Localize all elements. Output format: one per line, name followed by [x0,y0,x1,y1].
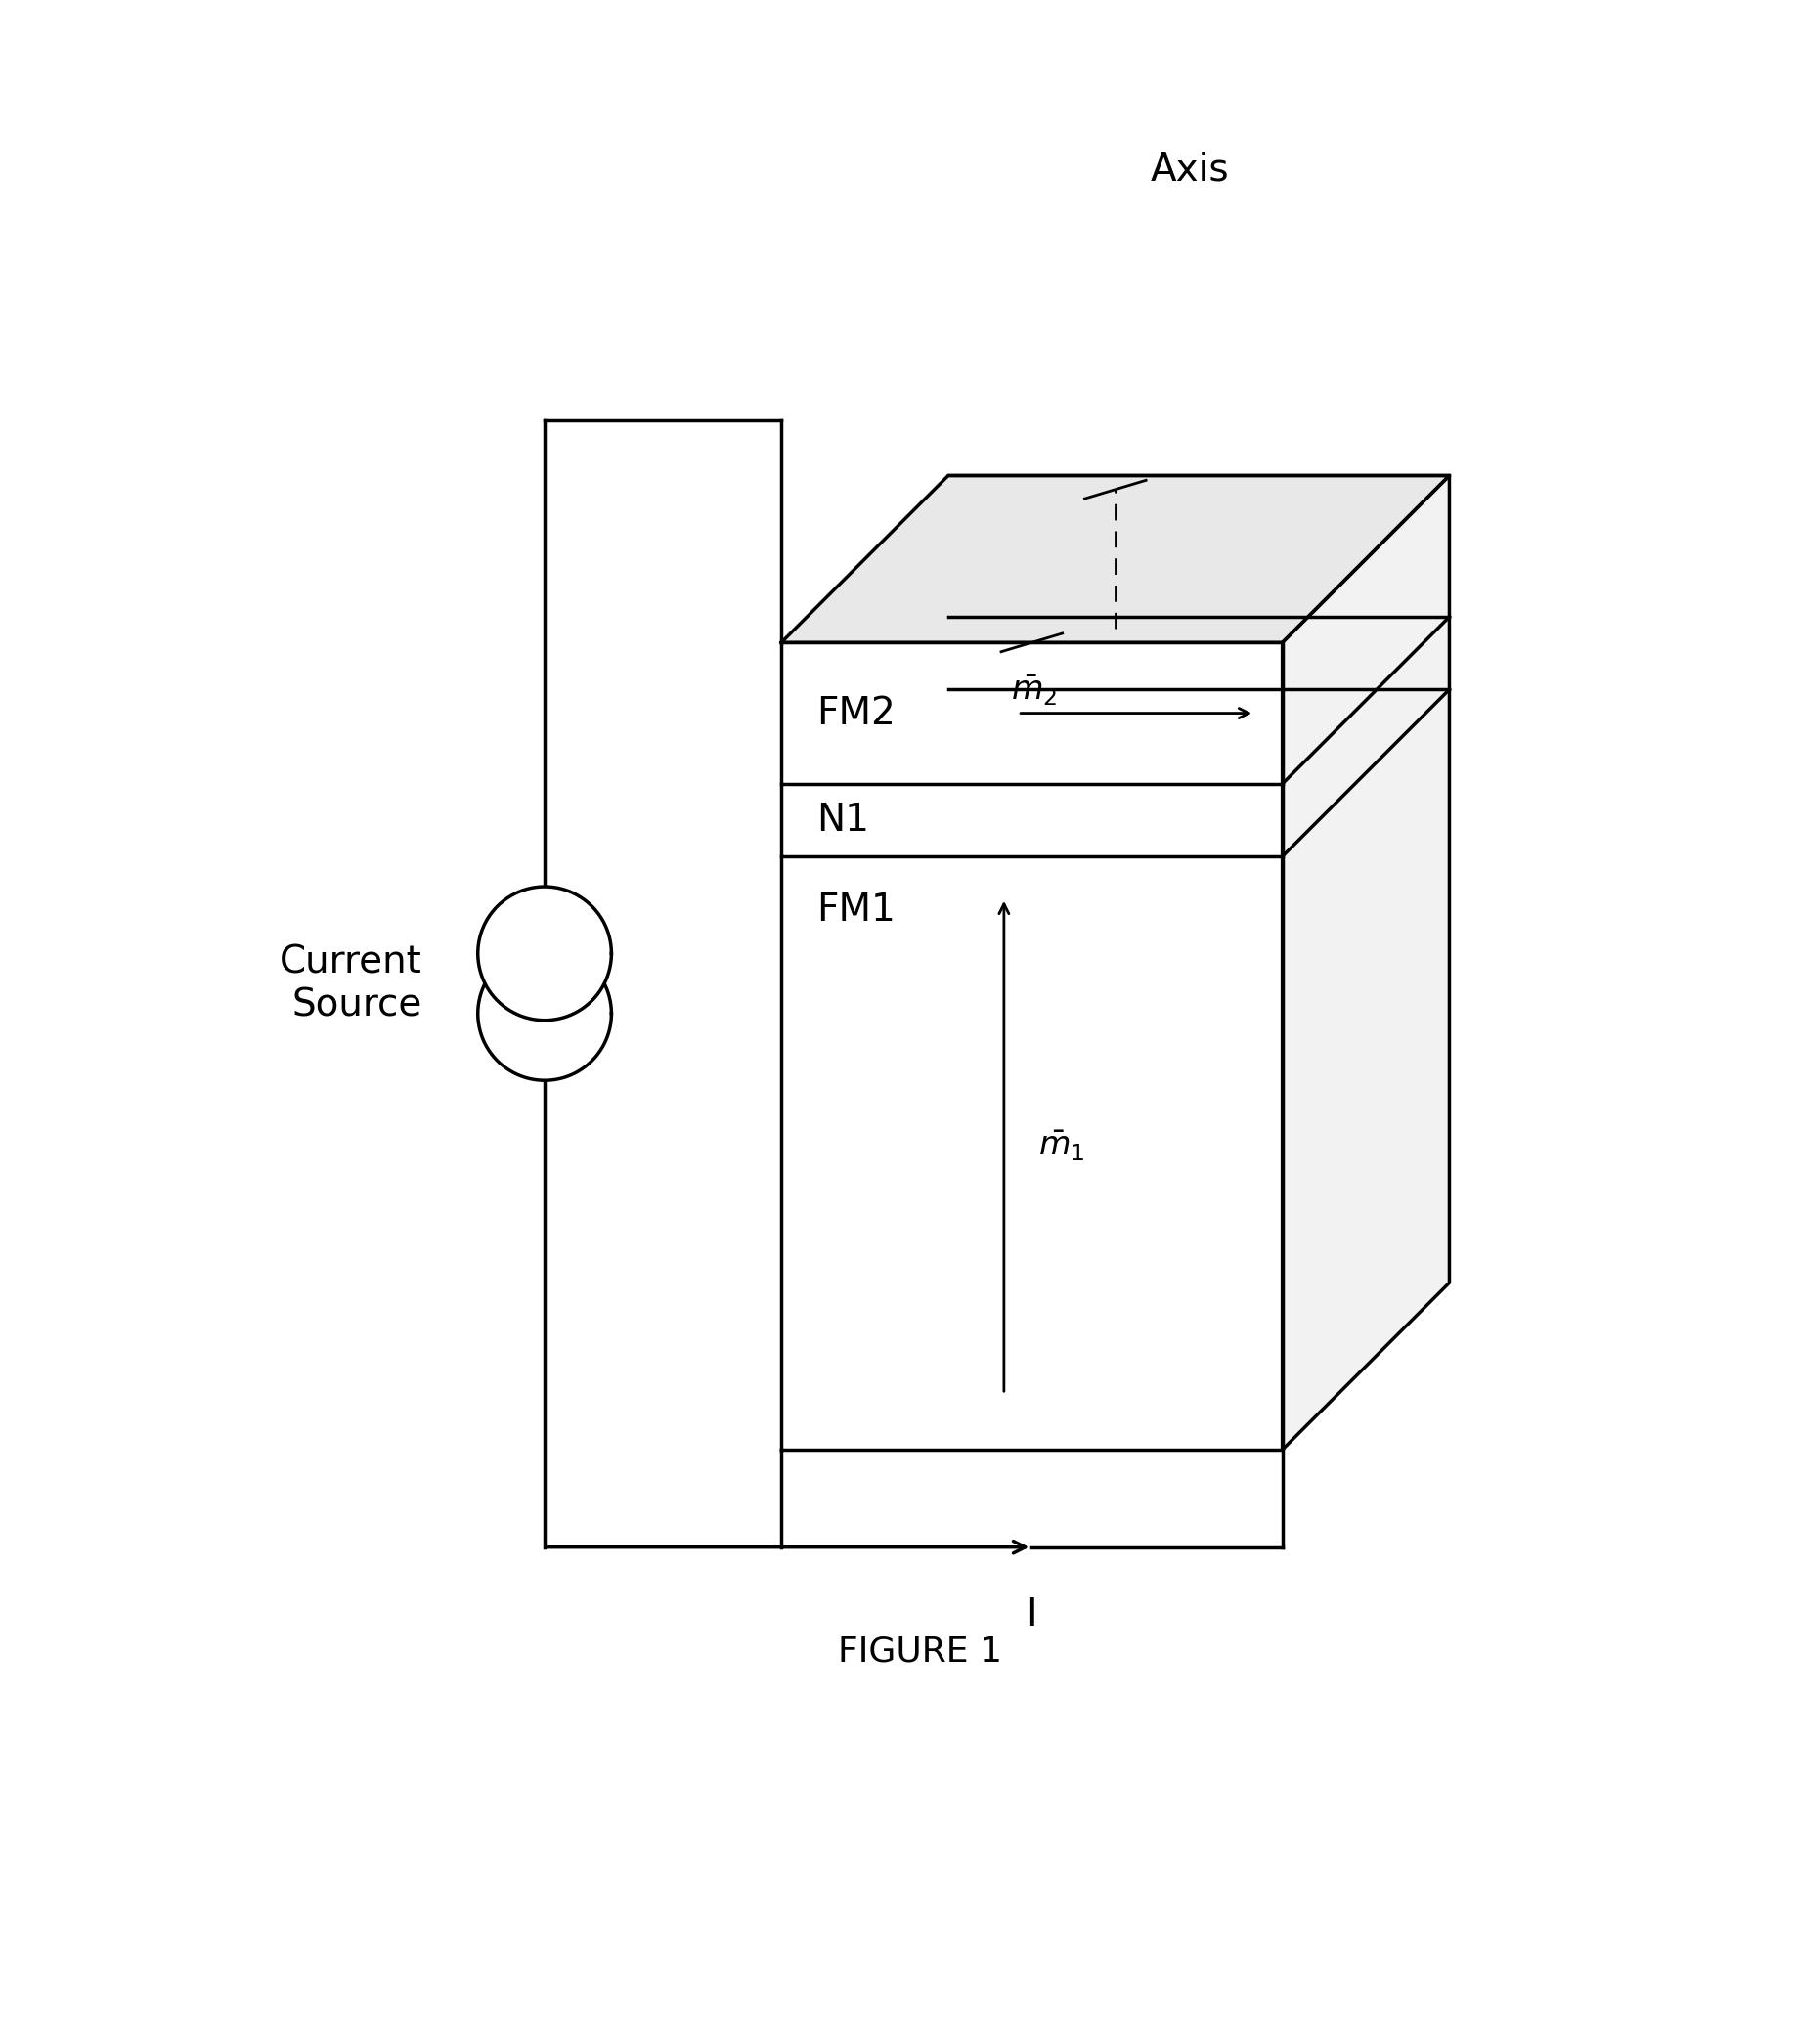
Polygon shape [478,946,611,1081]
Text: FM2: FM2 [815,695,894,732]
Text: Axis: Axis [1149,151,1228,188]
Text: $\bar{m}_2$: $\bar{m}_2$ [1011,672,1058,707]
Text: Current
Source: Current Source [280,944,422,1024]
Text: FM1: FM1 [815,891,894,928]
Text: $\bar{m}_1$: $\bar{m}_1$ [1038,1128,1085,1163]
Polygon shape [781,642,1282,1449]
Polygon shape [1282,476,1449,1449]
Text: N1: N1 [815,801,869,838]
Polygon shape [478,887,611,1020]
Polygon shape [781,476,1449,642]
Text: FIGURE 1: FIGURE 1 [839,1635,1002,1668]
Text: I: I [1026,1596,1038,1633]
